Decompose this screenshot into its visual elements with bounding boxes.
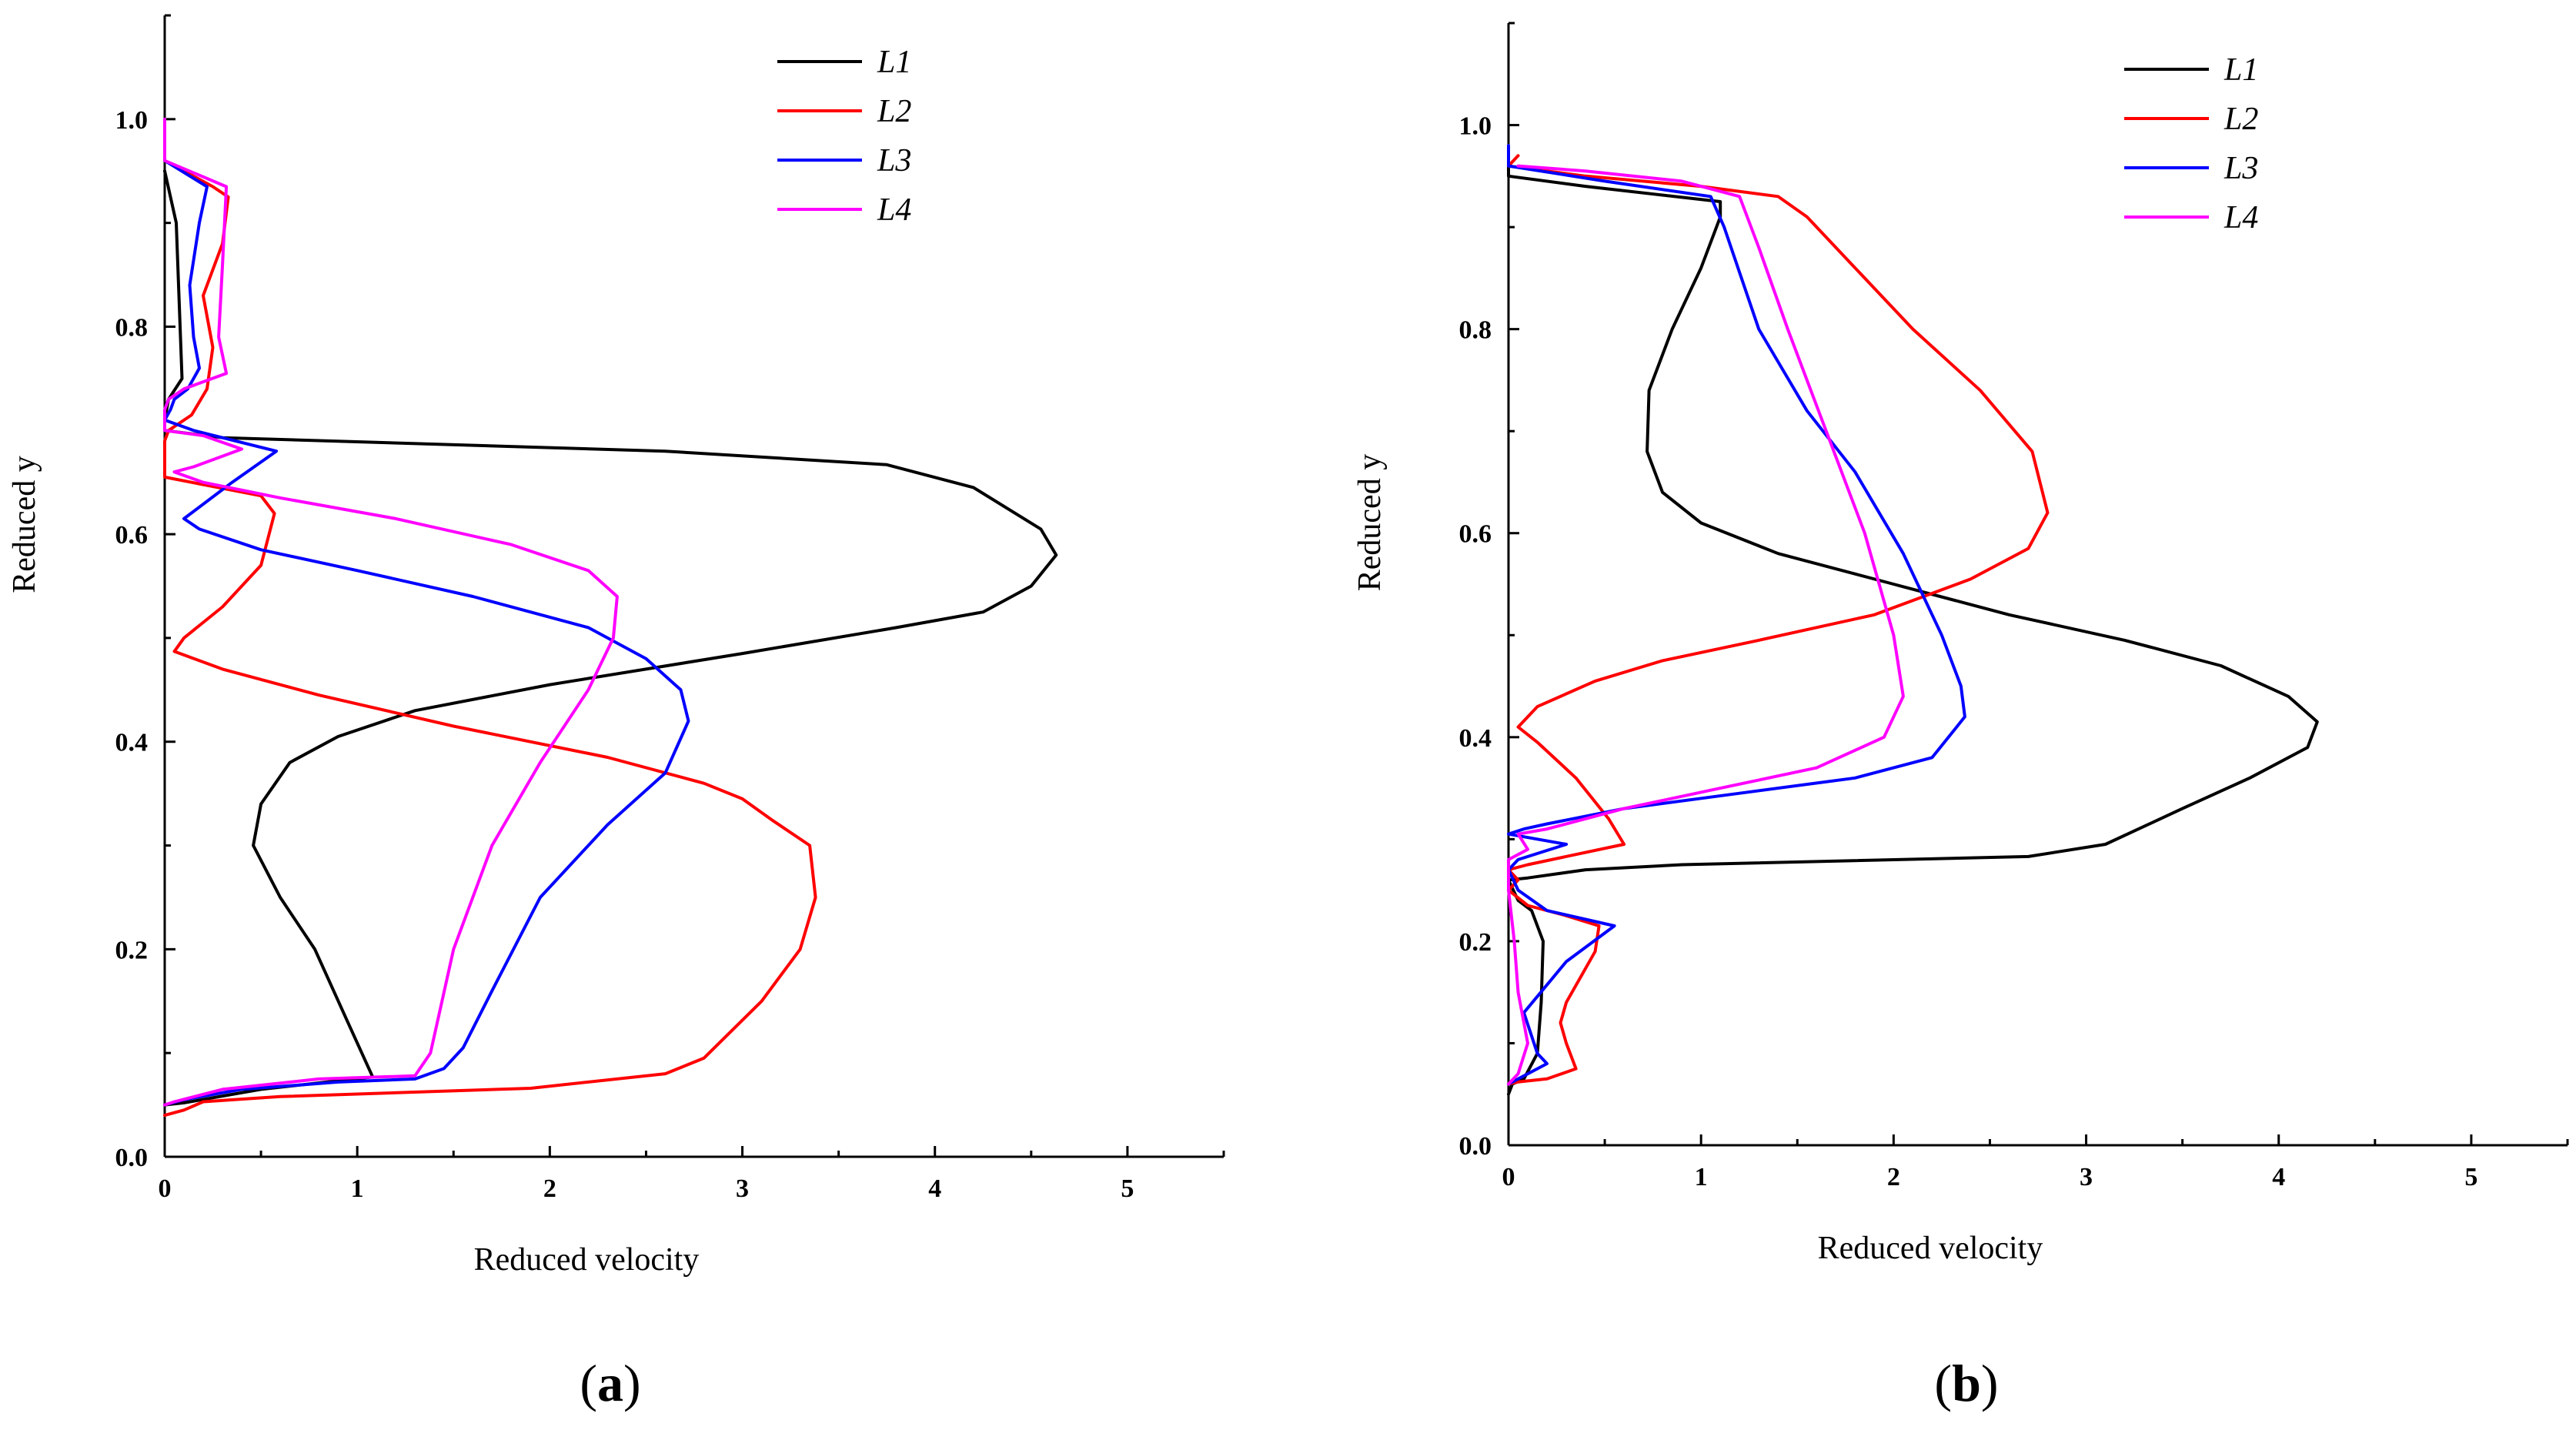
legend-label-l1: L1 — [2224, 52, 2258, 88]
y-tick-label: 0.4 — [1459, 724, 1492, 753]
y-tick-label: 0.6 — [115, 521, 149, 550]
legend-label-l2: L2 — [877, 94, 911, 129]
x-tick-label: 5 — [1121, 1174, 1134, 1203]
panel-label: (b) — [1934, 1354, 1998, 1412]
y-tick-label: 0.8 — [115, 313, 149, 342]
y-tick-label: 0.0 — [115, 1144, 149, 1172]
x-tick-label: 0 — [1502, 1163, 1515, 1191]
x-tick-label: 3 — [736, 1174, 749, 1203]
y-tick-label: 1.0 — [1459, 112, 1492, 141]
y-axis-label: Reduced y — [1352, 454, 1388, 591]
panel-letter: a — [597, 1354, 623, 1412]
series-line-l2 — [163, 159, 817, 1118]
panel-a: 0 1 2 3 4 5 0.0 0.2 0.4 0.6 0.8 1.0 Reduced velocity… — [7, 14, 1225, 1412]
x-tick-label: 2 — [1887, 1163, 1900, 1191]
panel-label: (a) — [580, 1354, 640, 1412]
series-line-l2 — [1507, 154, 2050, 1086]
series-line-l1 — [1507, 154, 2319, 1096]
series-line-l3 — [1507, 144, 1966, 1086]
x-axis-label: Reduced velocity — [1818, 1231, 2043, 1266]
x-tick-label: 0 — [159, 1174, 172, 1203]
x-axis-label: Reduced velocity — [474, 1242, 700, 1278]
y-tick-label: 0.6 — [1459, 520, 1492, 549]
y-tick-label: 1.0 — [115, 106, 149, 135]
y-tick-label: 0.2 — [115, 936, 149, 964]
y-tick-label: 0.0 — [1459, 1132, 1492, 1161]
x-tick-label: 4 — [928, 1174, 941, 1203]
y-axis-label: Reduced y — [7, 456, 42, 593]
y-tick-label: 0.8 — [1459, 316, 1492, 345]
x-tick-label: 1 — [1695, 1163, 1708, 1191]
series-line-l4 — [1507, 164, 1905, 1086]
x-tick-label: 2 — [543, 1174, 556, 1203]
panel-letter: b — [1952, 1354, 1981, 1412]
legend-label-l1: L1 — [877, 45, 911, 80]
legend-label-l4: L4 — [877, 192, 911, 228]
legend-label-l3: L3 — [2224, 151, 2258, 186]
x-tick-label: 3 — [2080, 1163, 2093, 1191]
series-line-l3 — [163, 159, 690, 1107]
x-tick-label: 5 — [2464, 1163, 2477, 1191]
y-tick-label: 0.2 — [1459, 928, 1492, 957]
x-tick-label: 4 — [2272, 1163, 2285, 1191]
panel-b: 0 1 2 3 4 5 0.0 0.2 0.4 0.6 0.8 1.0 Reduced velocity… — [1352, 22, 2569, 1412]
legend-label-l2: L2 — [2224, 102, 2258, 137]
legend-label-l3: L3 — [877, 143, 911, 179]
x-tick-label: 1 — [351, 1174, 364, 1203]
legend-label-l4: L4 — [2224, 200, 2258, 236]
series-line-l4 — [163, 117, 619, 1107]
y-tick-label: 0.4 — [115, 729, 149, 757]
